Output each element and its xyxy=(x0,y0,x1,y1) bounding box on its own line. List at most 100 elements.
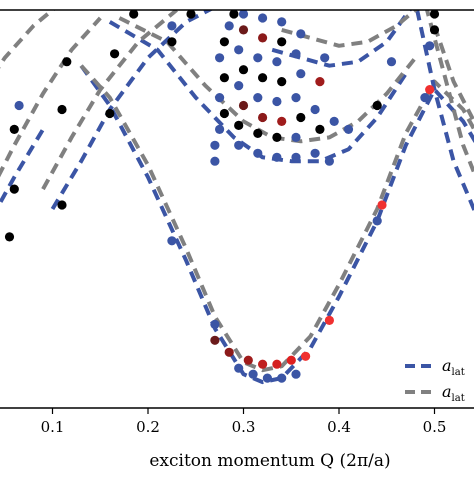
data-point xyxy=(253,129,262,138)
data-point xyxy=(325,157,334,166)
data-point xyxy=(430,25,439,34)
data-point xyxy=(10,185,19,194)
plot-area xyxy=(0,2,474,383)
data-point xyxy=(244,356,253,365)
data-point xyxy=(272,153,281,162)
data-point xyxy=(272,133,281,142)
data-point xyxy=(210,336,219,345)
data-point xyxy=(210,157,219,166)
data-point xyxy=(291,133,300,142)
data-point xyxy=(425,85,434,94)
data-point xyxy=(373,101,382,110)
x-tick-label: 0.5 xyxy=(423,418,447,436)
curves-layer xyxy=(0,2,474,382)
data-point xyxy=(287,356,296,365)
data-point xyxy=(225,21,234,30)
data-point xyxy=(225,348,234,357)
data-point xyxy=(425,41,434,50)
x-tick-label: 0.3 xyxy=(232,418,256,436)
data-point xyxy=(311,105,320,114)
data-point xyxy=(167,236,176,245)
data-point xyxy=(234,364,243,373)
data-point xyxy=(186,9,195,18)
x-tick-label: 0.1 xyxy=(41,418,65,436)
data-point xyxy=(234,45,243,54)
data-point xyxy=(129,9,138,18)
data-point xyxy=(373,216,382,225)
data-point xyxy=(277,77,286,86)
data-point xyxy=(57,200,66,209)
x-ticks: 0.1 0.2 0.3 0.4 0.5 xyxy=(41,408,447,436)
data-point xyxy=(234,81,243,90)
data-point xyxy=(277,374,286,383)
series-curve-1 xyxy=(81,66,474,371)
data-point xyxy=(277,37,286,46)
data-point xyxy=(311,149,320,158)
x-tick-label: 0.2 xyxy=(136,418,160,436)
data-point xyxy=(15,101,24,110)
data-point xyxy=(253,149,262,158)
data-point xyxy=(215,53,224,62)
data-point xyxy=(210,320,219,329)
data-point xyxy=(258,360,267,369)
data-point xyxy=(277,17,286,26)
data-point xyxy=(296,113,305,122)
data-point xyxy=(234,141,243,150)
data-point xyxy=(258,33,267,42)
legend-label-1: alat xyxy=(442,382,465,404)
data-point xyxy=(239,65,248,74)
data-point xyxy=(110,49,119,58)
data-point xyxy=(277,117,286,126)
data-point xyxy=(387,57,396,66)
data-point xyxy=(315,125,324,134)
series-curve-8 xyxy=(0,18,100,257)
data-point xyxy=(215,125,224,134)
data-point xyxy=(377,200,386,209)
data-point xyxy=(234,121,243,130)
x-axis-title: exciton momentum Q (2π/a) xyxy=(149,451,390,471)
data-point xyxy=(220,109,229,118)
data-point xyxy=(105,109,114,118)
data-point xyxy=(249,370,258,379)
data-point xyxy=(330,117,339,126)
data-point xyxy=(215,93,224,102)
data-point xyxy=(253,53,262,62)
data-point xyxy=(239,25,248,34)
data-point xyxy=(229,9,238,18)
data-point xyxy=(315,77,324,86)
data-point xyxy=(258,13,267,22)
data-point xyxy=(5,232,14,241)
x-tick-label: 0.4 xyxy=(327,418,351,436)
legend: alat alat xyxy=(405,356,465,404)
data-point xyxy=(291,93,300,102)
data-point xyxy=(272,97,281,106)
data-point xyxy=(57,105,66,114)
data-point xyxy=(272,57,281,66)
data-point xyxy=(167,21,176,30)
data-point xyxy=(62,57,71,66)
data-point xyxy=(420,93,429,102)
data-point xyxy=(258,73,267,82)
data-point xyxy=(253,93,262,102)
data-point xyxy=(296,69,305,78)
data-point xyxy=(220,73,229,82)
data-point xyxy=(220,37,229,46)
data-point xyxy=(291,49,300,58)
data-point xyxy=(210,141,219,150)
data-point xyxy=(291,153,300,162)
data-point xyxy=(239,101,248,110)
data-point xyxy=(320,53,329,62)
data-point xyxy=(263,374,272,383)
data-point xyxy=(258,113,267,122)
data-point xyxy=(272,360,281,369)
data-point xyxy=(430,9,439,18)
series-curve-10 xyxy=(0,129,43,280)
legend-label-0: alat xyxy=(442,356,465,378)
data-point xyxy=(167,37,176,46)
data-point xyxy=(296,29,305,38)
data-point xyxy=(10,125,19,134)
series-curve-4 xyxy=(53,2,225,209)
data-point xyxy=(325,316,334,325)
